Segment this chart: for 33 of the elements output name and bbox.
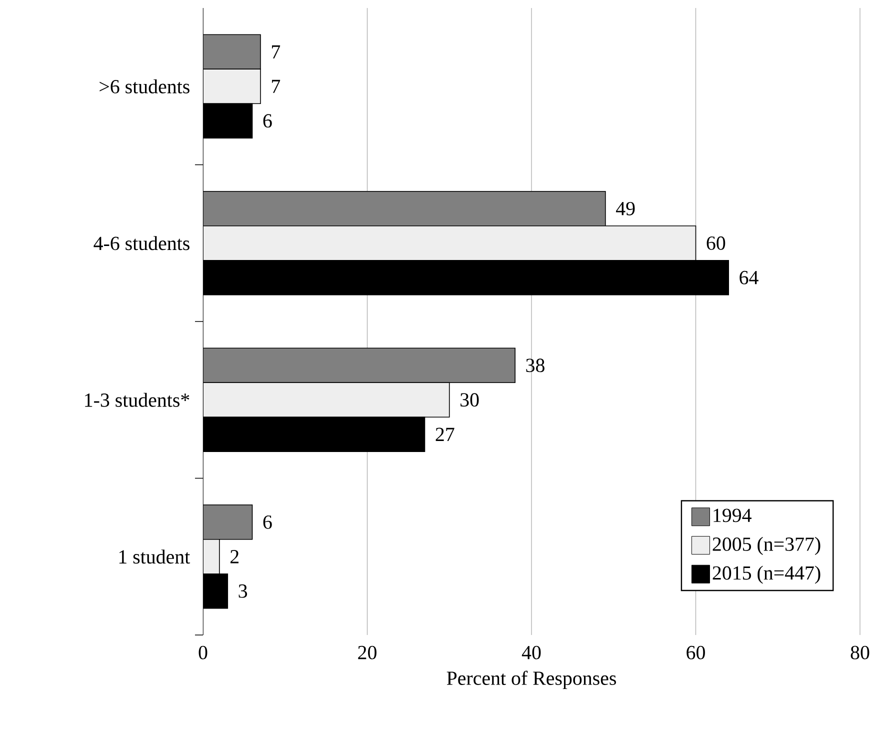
data-label: 60 [706, 236, 726, 250]
data-label: 2 [230, 550, 238, 564]
x-tick-label: 20 [358, 646, 376, 660]
data-label: 30 [460, 393, 479, 407]
bar [203, 68, 261, 104]
bar [203, 504, 253, 540]
data-label: 6 [263, 515, 272, 529]
bar [203, 348, 516, 384]
y-tick-label: >6 students [100, 79, 190, 94]
data-label: 6 [263, 114, 272, 128]
x-tick-label: 60 [686, 646, 705, 660]
data-label: 7 [272, 80, 280, 93]
x-tick-label: 80 [850, 646, 870, 660]
y-tick-label: 1 student [119, 550, 190, 564]
bar [203, 382, 450, 418]
bar [203, 34, 261, 70]
data-label: 64 [740, 270, 758, 284]
legend-label: 2005 (n=377) [712, 536, 820, 555]
data-label: 49 [616, 202, 635, 216]
data-label: 38 [526, 358, 544, 372]
bar [203, 191, 606, 226]
bar [203, 538, 220, 574]
x-tick-label: 40 [522, 646, 541, 660]
data-label: 3 [238, 584, 248, 598]
data-label: 27 [436, 428, 454, 441]
data-label: 7 [272, 45, 280, 58]
bar [203, 225, 696, 261]
x-tick-label: 0 [198, 646, 208, 660]
y-tick-label: 4-6 students [94, 236, 190, 250]
legend-label: 1994 [714, 508, 752, 522]
legend-label: 2015 (n=447) [712, 566, 820, 584]
x-axis-title: Percent of Responses [446, 670, 616, 690]
y-tick-label: 1-3 students* [85, 392, 190, 407]
